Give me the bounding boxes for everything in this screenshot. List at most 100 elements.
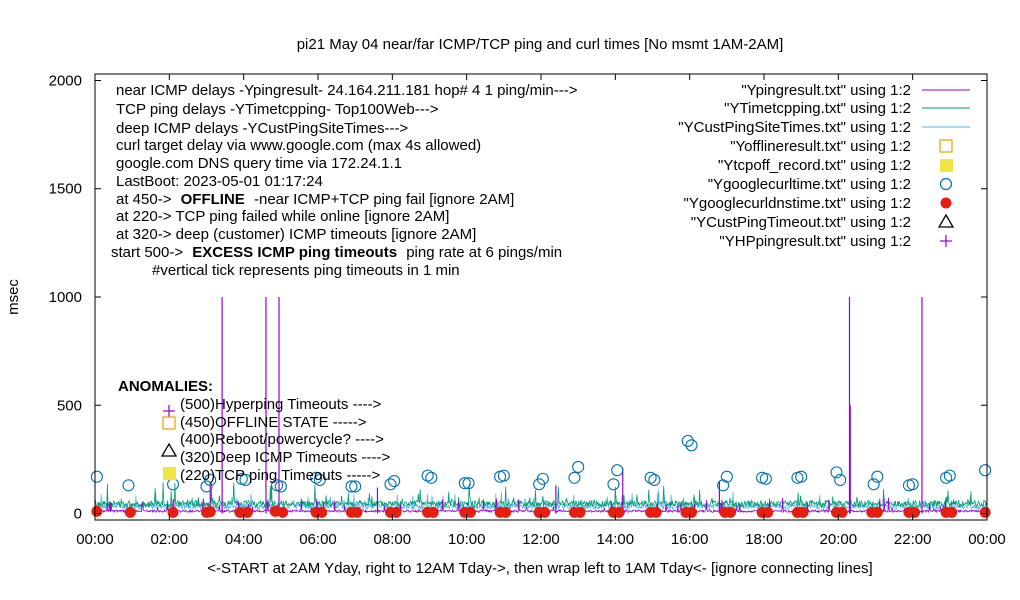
dns-point — [167, 506, 179, 518]
dns-point — [871, 506, 883, 518]
plus-icon — [940, 235, 952, 247]
x-tick-label: 04:00 — [225, 531, 263, 548]
dns-point — [686, 506, 698, 518]
filled-circle-icon — [940, 197, 952, 209]
curl-point — [791, 471, 804, 484]
offline-note: at 450-> OFFLINE -near ICMP+TCP ping fai… — [116, 191, 514, 208]
anomalies-title: ANOMALIES: — [118, 378, 213, 395]
curl-point — [572, 460, 585, 474]
y-ticks: 0 500 1000 1500 2000 — [49, 72, 987, 523]
legend-label: "Ygooglecurltime.txt" using 1:2 — [708, 176, 911, 193]
dns-point — [797, 506, 809, 518]
anomaly-label: (450)OFFLINE STATE -----> — [180, 414, 367, 431]
curl-point — [871, 470, 884, 483]
x-tick-label: 02:00 — [151, 531, 189, 548]
curl-point — [756, 471, 769, 484]
curl-point — [497, 469, 510, 482]
x-tick-label: 12:00 — [522, 531, 560, 548]
info-line: curl target delay via www.google.com (ma… — [116, 137, 481, 154]
offline-note-prefix: at 450-> — [116, 191, 172, 208]
curl-point — [536, 472, 549, 485]
filled-square-icon — [163, 467, 176, 480]
x-tick-label: 06:00 — [299, 531, 337, 548]
dns-point — [351, 506, 363, 518]
curl-point — [717, 479, 730, 492]
legend-label: "Ygooglecurldnstime.txt" using 1:2 — [684, 195, 911, 212]
dns-point — [277, 506, 289, 518]
dns-point — [836, 506, 848, 518]
anomaly-label: (320)Deep ICMP Timeouts ----> — [180, 449, 390, 466]
curl-point — [685, 439, 698, 452]
x-tick-label: 18:00 — [745, 531, 783, 548]
x-tick-label: 10:00 — [448, 531, 486, 548]
legend: "Ypingresult.txt" using 1:2 "YTimetcppin… — [678, 82, 970, 250]
x-tick-label: 20:00 — [820, 531, 858, 548]
curl-point — [943, 469, 956, 482]
info-line: deep ICMP delays -YCustPingSiteTimes---> — [116, 120, 408, 137]
curl-point — [349, 480, 362, 493]
curl-point — [720, 470, 733, 483]
open-circle-icon — [939, 177, 953, 191]
tcp-fail-note: at 220-> TCP ping failed while online [i… — [116, 208, 449, 225]
y-axis-label: msec — [5, 279, 22, 315]
dns-point — [762, 506, 774, 518]
tcp-ping-series — [94, 482, 988, 509]
dns-point — [650, 506, 662, 518]
dns-point — [204, 506, 216, 518]
curl-point — [200, 480, 213, 493]
x-tick-label: 22:00 — [894, 531, 932, 548]
dns-point — [613, 506, 625, 518]
plus-icon — [163, 405, 175, 417]
curl-point — [384, 478, 397, 491]
anomaly-label: (500)Hyperping Timeouts ----> — [180, 396, 382, 413]
x-tick-label: 16:00 — [671, 531, 709, 548]
triangle-icon — [160, 442, 178, 457]
vertical-tick-note: #vertical tick represents ping timeouts … — [152, 262, 460, 279]
dns-point — [979, 506, 991, 518]
info-line: TCP ping delays -YTimetcpping- Top100Web… — [116, 101, 439, 118]
y-tick-label: 1000 — [49, 289, 82, 306]
x-tick-label: 14:00 — [597, 531, 635, 548]
dns-point — [241, 506, 253, 518]
x-ticks: 00:00 02:00 04:00 06:00 08:00 10:00 12:00 14:00… — [76, 74, 1006, 548]
curl-point — [648, 473, 661, 486]
dns-point — [500, 506, 512, 518]
curl-point — [122, 479, 135, 492]
curl-point — [611, 464, 624, 477]
curl-point — [90, 470, 103, 483]
curl-point — [462, 477, 475, 490]
excess-note: start 500-> EXCESS ICMP ping timeouts pi… — [111, 244, 562, 261]
dns-point — [539, 506, 551, 518]
excess-note-suffix: ping rate at 6 pings/min — [406, 244, 562, 261]
open-square-icon — [162, 416, 176, 430]
info-line: google.com DNS query time via 172.24.1.1 — [116, 155, 402, 172]
legend-label: "YTimetcpping.txt" using 1:2 — [724, 100, 911, 117]
curl-point — [494, 470, 507, 483]
offline-note-suffix: -near ICMP+TCP ping fail [ignore 2AM] — [254, 191, 514, 208]
curl-point — [759, 472, 772, 485]
legend-label: "YCustPingTimeout.txt" using 1:2 — [691, 214, 911, 231]
dns-point — [124, 506, 136, 518]
info-line: LastBoot: 2023-05-01 01:17:24 — [116, 173, 323, 190]
info-box: near ICMP delays -Ypingresult- 24.164.21… — [111, 82, 578, 279]
legend-label: "Ypingresult.txt" using 1:2 — [741, 82, 911, 99]
y-tick-label: 2000 — [49, 72, 82, 89]
curl-point — [607, 478, 620, 491]
x-tick-label: 08:00 — [374, 531, 412, 548]
curl-point — [830, 466, 843, 479]
dns-point — [464, 506, 476, 518]
dns-point — [390, 506, 402, 518]
dns-point — [909, 506, 921, 518]
curl-point — [458, 477, 471, 490]
dns-point — [574, 506, 586, 518]
info-line: near ICMP delays -Ypingresult- 24.164.21… — [116, 82, 578, 99]
dns-point — [725, 506, 737, 518]
curl-point — [274, 480, 287, 493]
curl-point — [795, 470, 808, 483]
curl-point — [167, 478, 180, 491]
curl-point — [568, 471, 581, 484]
legend-label: "YHPpingresult.txt" using 1:2 — [719, 233, 911, 250]
plot-markers — [90, 434, 992, 518]
curl-point — [906, 478, 919, 491]
